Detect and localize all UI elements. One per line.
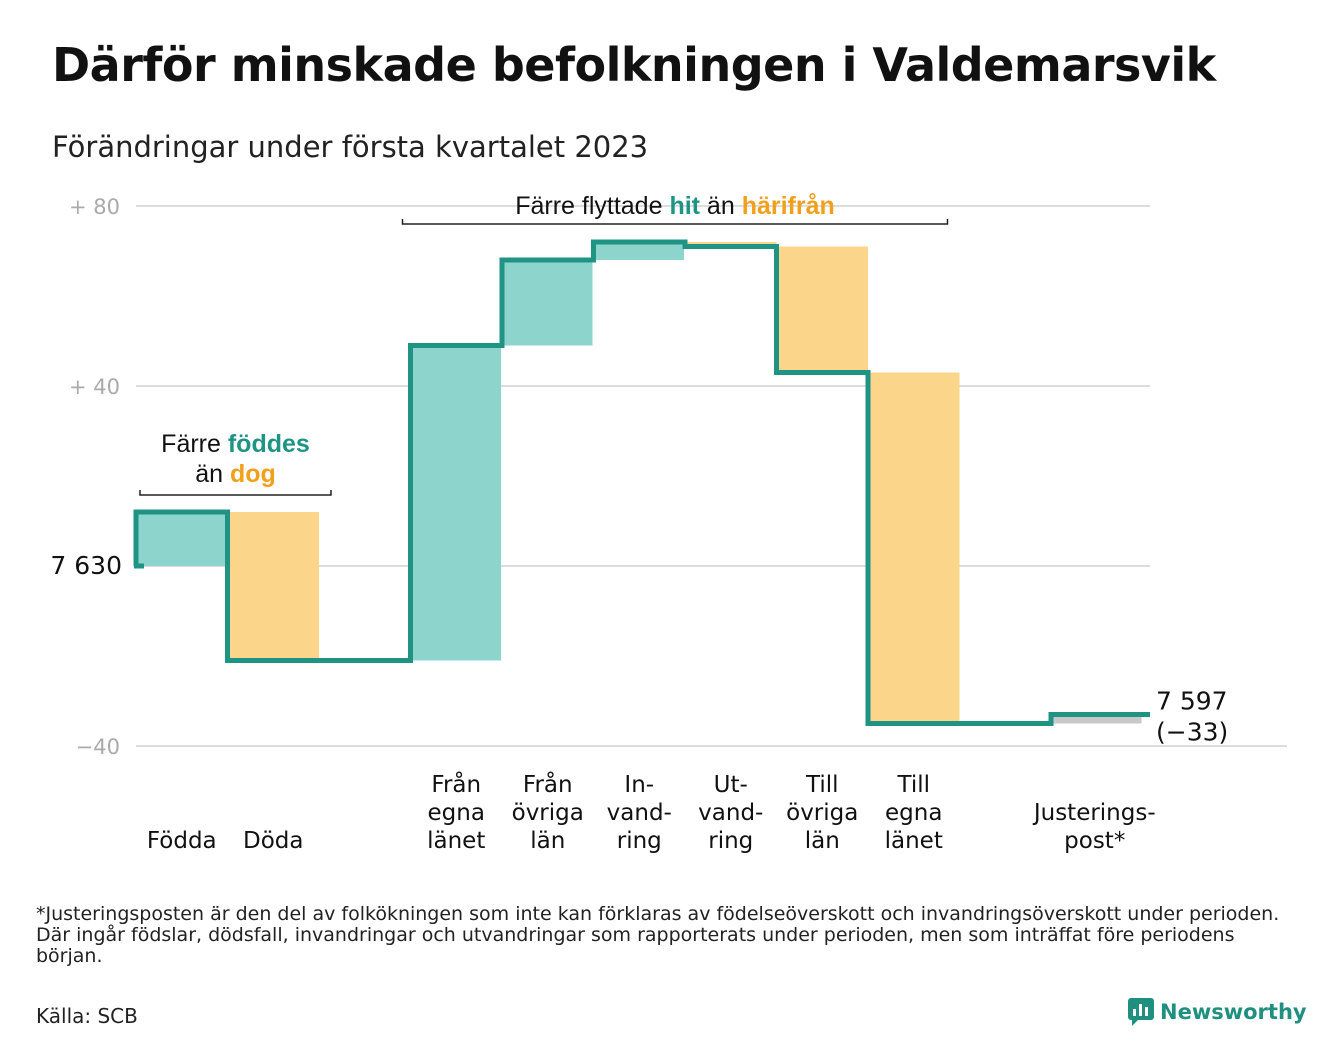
newsworthy-logo: Newsworthy [1128, 998, 1307, 1026]
annotation-span: Färre flyttade [515, 192, 669, 220]
y-tick-label: + 40 [69, 375, 120, 399]
category-label-line: Från [431, 770, 481, 798]
chart-title: Därför minskade befolkningen i Valdemars… [52, 38, 1216, 92]
category-label: Från egna länet [427, 770, 485, 854]
category-label-line: länet [885, 828, 943, 854]
chart-subtitle: Förändringar under första kvartalet 2023 [52, 130, 649, 164]
annotation-span: härifrån [742, 192, 835, 220]
category-label: Justerings-post* [1032, 800, 1156, 854]
category-label-line: Till [805, 772, 839, 798]
category-label-line: övriga [512, 800, 584, 826]
category-label-line: egna [428, 800, 485, 826]
annotation-span: dog [230, 460, 276, 488]
waterfall-bar [777, 246, 868, 373]
y-tick-label: + 80 [69, 195, 120, 219]
annotation-text: Färre flyttade hit än härifrån [515, 192, 835, 220]
category-label: In-vand-ring [607, 772, 672, 854]
category-label-line: post* [1064, 828, 1125, 854]
waterfall-bar [228, 512, 319, 661]
end-change-label: (−33) [1156, 718, 1228, 747]
waterfall-bar [410, 345, 501, 661]
category-label: Till egna länet [885, 772, 943, 854]
category-label-line: Till [896, 772, 930, 798]
annotation-text: Färre föddes [161, 430, 310, 458]
category-label-line: län [530, 828, 565, 854]
annotation-bracket [139, 490, 332, 496]
waterfall-bar [593, 242, 684, 260]
annotation-span: föddes [228, 430, 310, 458]
waterfall-bar [869, 372, 960, 724]
category-label-line: vand- [698, 800, 763, 826]
category-label-line: vand- [607, 800, 672, 826]
waterfall-bar [1051, 714, 1142, 724]
category-label-line: länet [427, 828, 485, 854]
annotation-span: Färre [161, 430, 228, 458]
annotation-span: än [700, 192, 742, 220]
waterfall-bar [136, 512, 227, 566]
start-value-label: 7 630 [50, 551, 122, 580]
category-label-line: övriga [786, 800, 858, 826]
annotation-text: än dog [195, 460, 276, 488]
category-label: Ut-vand-ring [698, 772, 763, 854]
category-label-line: Justerings- [1032, 800, 1156, 826]
waterfall-bar [502, 260, 593, 346]
footnote: *Justeringsposten är den del av folkökni… [36, 903, 1280, 967]
newsworthy-icon [1128, 998, 1154, 1026]
category-label: Från övriga län [512, 770, 584, 854]
category-label-line: län [805, 828, 840, 854]
category-label-line: Från [523, 770, 573, 798]
category-label-line: Ut- [714, 772, 748, 798]
source-label: Källa: SCB [36, 1004, 138, 1028]
annotation-bracket [401, 219, 949, 225]
category-label-line: ring [708, 828, 753, 854]
category-label: Döda [243, 828, 303, 854]
y-tick-label: −40 [76, 735, 120, 759]
category-label-line: ring [617, 828, 662, 854]
category-label-line: Födda [147, 828, 217, 854]
end-value-label: 7 597 [1156, 687, 1228, 716]
category-label-line: In- [624, 772, 654, 798]
category-label: Födda [147, 828, 217, 854]
annotation-span: hit [669, 192, 700, 220]
cumulative-step-line [133, 239, 1150, 726]
brand-name: Newsworthy [1160, 1000, 1307, 1024]
category-label-line: Döda [243, 828, 303, 854]
category-label: Till övriga län [786, 772, 858, 854]
category-label-line: egna [885, 800, 942, 826]
annotation-span: än [195, 460, 230, 488]
